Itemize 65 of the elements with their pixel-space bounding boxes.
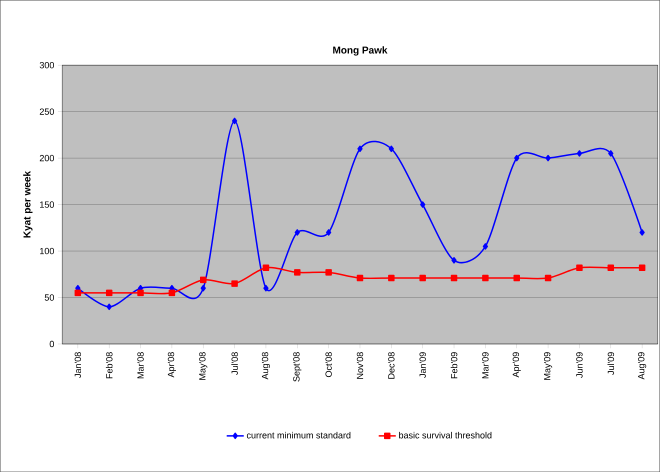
x-tick-label: Apr'09 — [512, 352, 521, 378]
point — [74, 290, 82, 296]
x-tick-label: May'09 — [544, 352, 552, 380]
point — [419, 274, 426, 282]
y-tick-label: 250 — [40, 108, 54, 115]
y-tick-label: 0 — [50, 340, 54, 348]
point — [638, 264, 646, 271]
point — [137, 290, 144, 296]
point — [200, 284, 206, 292]
x-tick-label: Feb'09 — [450, 352, 458, 378]
y-axis-title: Kyat per week — [23, 170, 32, 238]
point — [106, 290, 112, 296]
x-tick-label: Dec'08 — [388, 352, 395, 379]
point — [294, 229, 300, 236]
point — [356, 274, 364, 282]
legend-label: current minimum standard — [246, 432, 350, 438]
legend-label: basic survival threshold — [399, 432, 492, 438]
x-tick-label: Jul'08 — [231, 352, 238, 375]
x-tick-label: Aug'08 — [262, 352, 270, 380]
y-tick-label: 300 — [40, 62, 54, 68]
point — [608, 264, 614, 271]
x-tick-label: Jun'09 — [576, 352, 583, 378]
point — [482, 243, 488, 250]
point — [608, 150, 614, 157]
point — [640, 229, 645, 236]
point — [514, 154, 520, 162]
point — [388, 146, 394, 152]
x-tick-label: Jan'08 — [74, 352, 82, 378]
point — [326, 229, 332, 236]
y-tick-label: 100 — [40, 248, 54, 254]
x-tick-label: Sept'08 — [293, 352, 302, 382]
point — [168, 290, 176, 296]
point — [294, 269, 301, 276]
point — [450, 274, 458, 282]
point — [262, 264, 270, 271]
x-tick-label: Mar'08 — [137, 352, 144, 378]
x-tick-label: Aug'09 — [638, 352, 646, 380]
x-tick-label: Apr'08 — [168, 352, 176, 378]
point — [576, 150, 582, 157]
point — [544, 274, 552, 282]
chart-title: Mong Pawk — [333, 46, 388, 56]
point — [482, 274, 489, 282]
x-tick-label: Mar'09 — [482, 352, 489, 378]
y-tick-label: 50 — [44, 294, 54, 301]
y-tick-label: 200 — [40, 154, 54, 162]
point — [451, 257, 457, 264]
x-tick-label: Oct'08 — [325, 352, 332, 378]
point — [420, 201, 426, 208]
x-tick-label: Feb'08 — [106, 352, 113, 378]
point — [263, 284, 269, 292]
x-tick-label: May'08 — [199, 352, 208, 380]
point — [231, 280, 238, 287]
point — [388, 274, 395, 282]
x-tick-label: Nov'08 — [356, 352, 364, 379]
x-tick-label: Jan'09 — [419, 352, 426, 378]
point — [576, 264, 583, 271]
point — [545, 154, 551, 162]
point — [325, 269, 332, 276]
point — [200, 276, 206, 284]
point — [232, 118, 238, 124]
point — [513, 274, 520, 282]
y-tick-label: 150 — [40, 201, 54, 208]
point — [106, 304, 112, 310]
point — [357, 146, 363, 152]
x-tick-label: Jul'09 — [607, 352, 614, 375]
